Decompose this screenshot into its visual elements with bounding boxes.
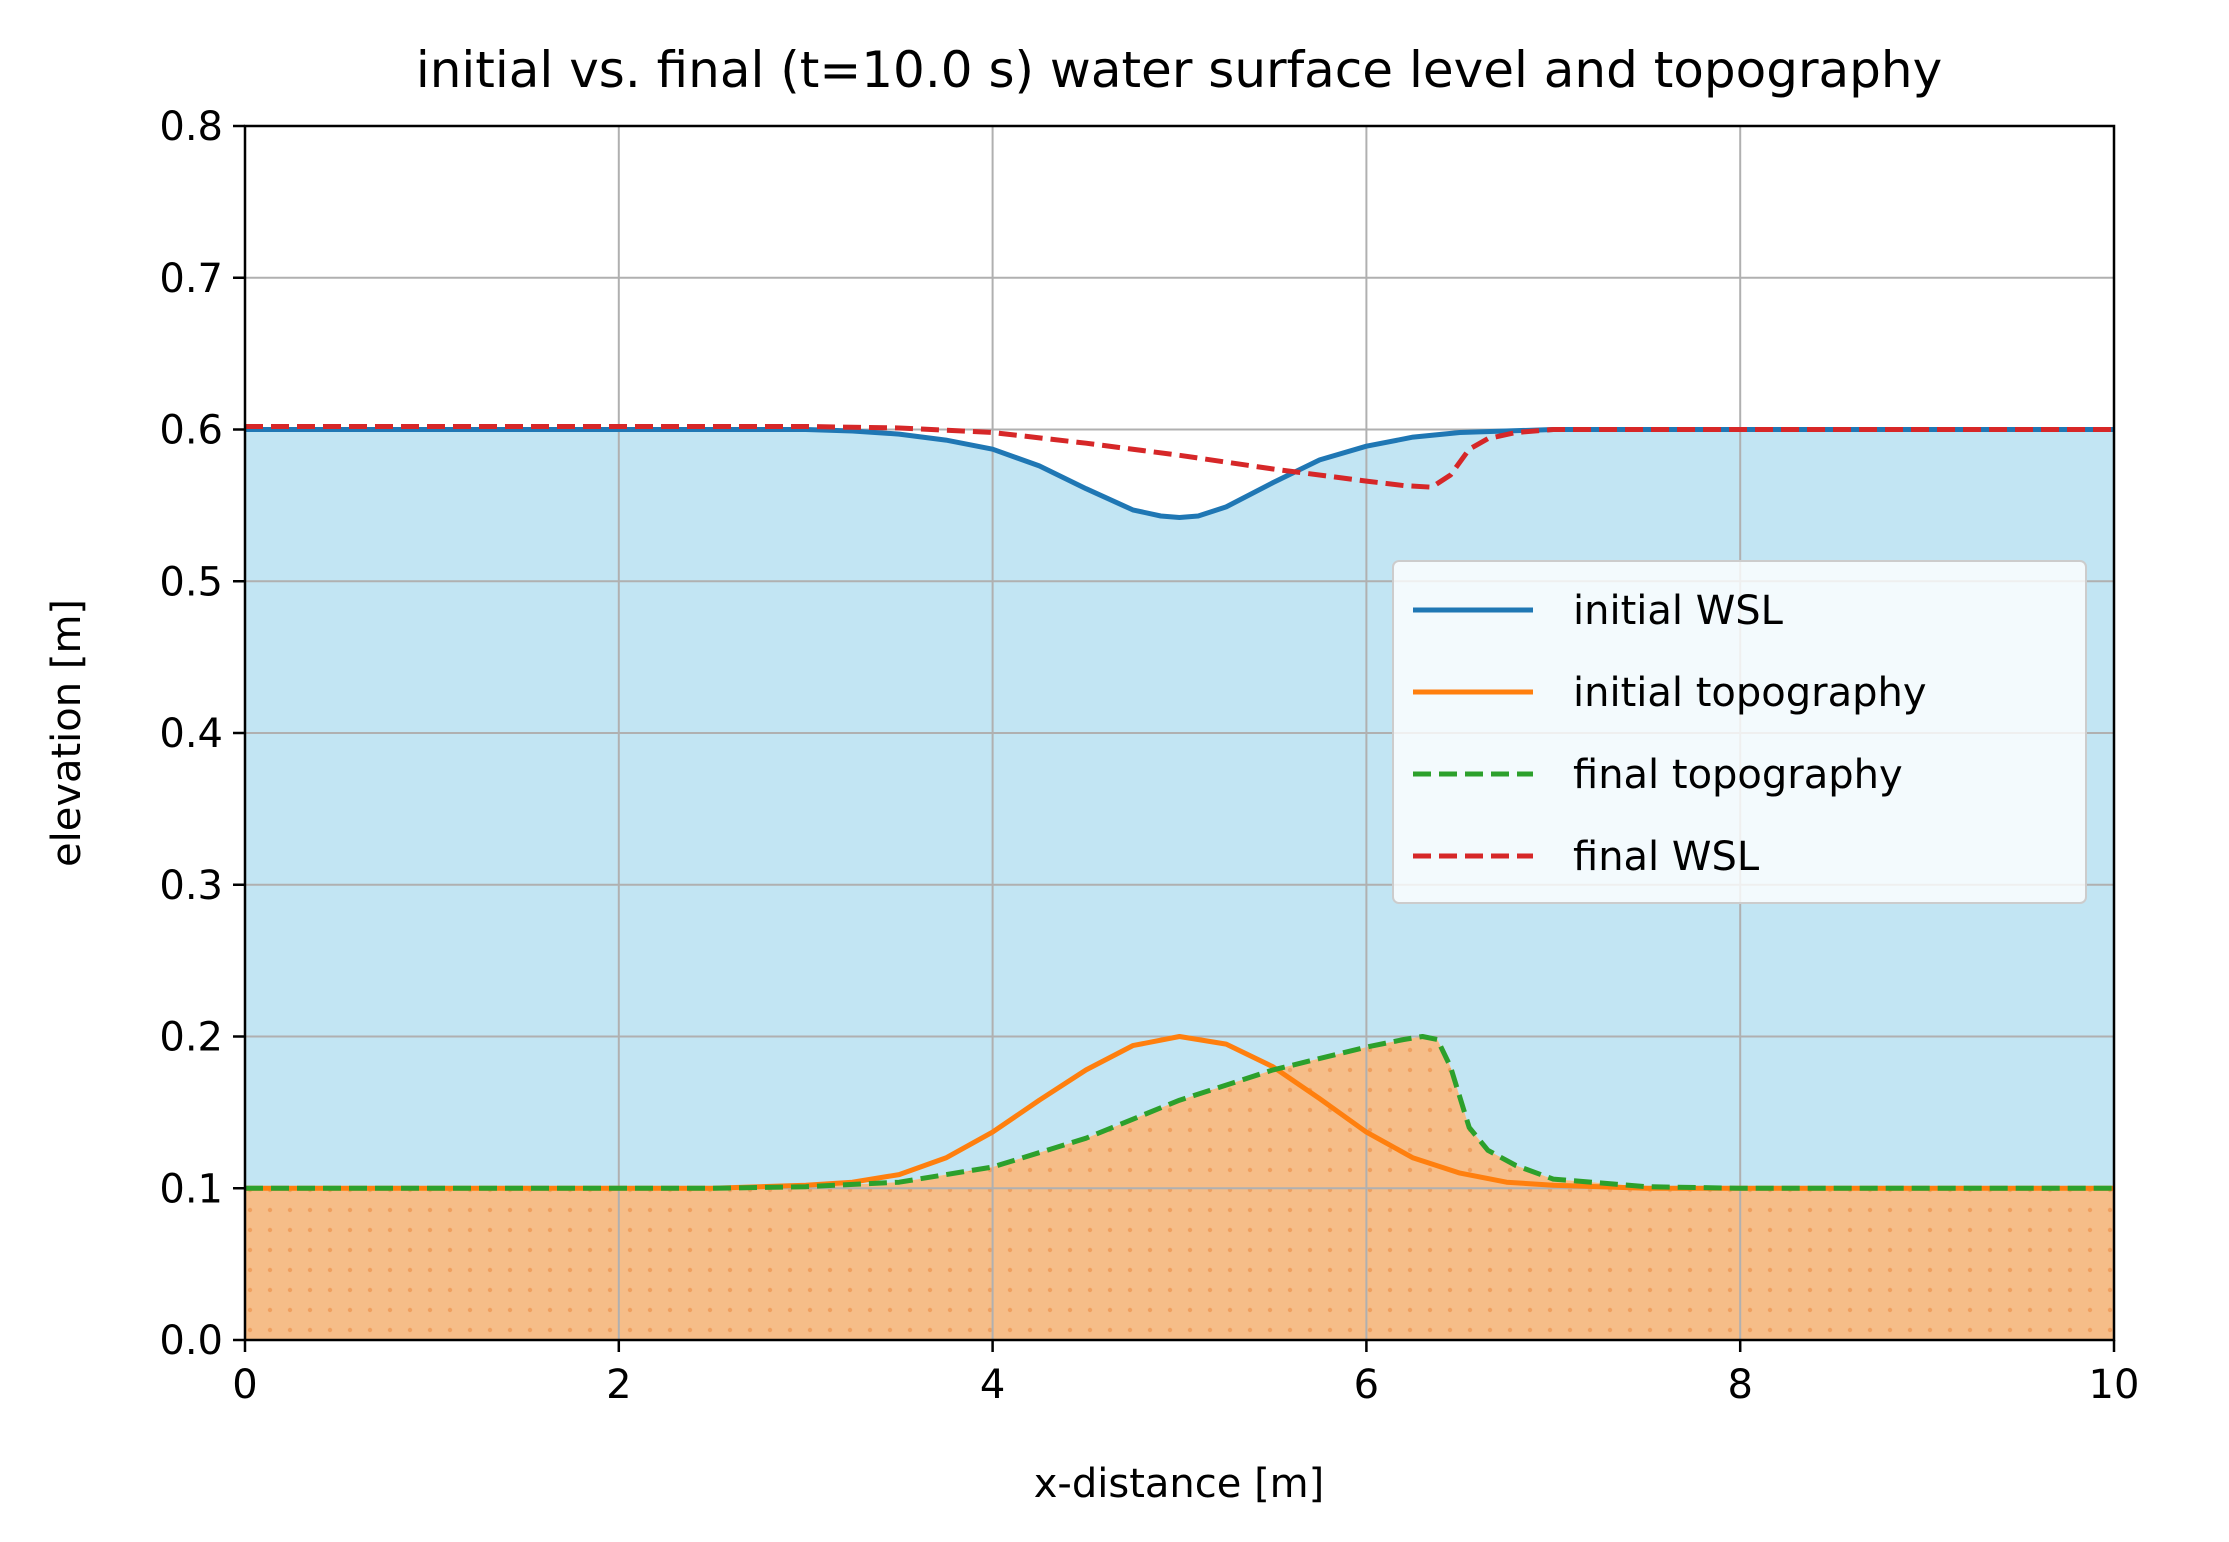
- chart-title: initial vs. final (t=10.0 s) water surfa…: [416, 41, 1942, 99]
- y-tick-label: 0.0: [159, 1318, 223, 1364]
- series-line-initial-wsl: [245, 427, 2114, 520]
- legend: initial WSL initial topography final topog…: [1392, 560, 2087, 904]
- y-tick-label: 0.3: [159, 863, 223, 909]
- series-line-final-topography: [245, 1034, 2114, 1191]
- y-tick-label: 0.7: [159, 256, 223, 302]
- x-tick-label: 2: [606, 1362, 631, 1408]
- x-tick-label: 4: [980, 1362, 1005, 1408]
- series-lines: [245, 424, 2114, 1191]
- y-tick-label: 0.4: [159, 711, 223, 757]
- y-tick-label: 0.6: [159, 408, 223, 454]
- legend-label-initial-wsl: initial WSL: [1573, 588, 1784, 634]
- legend-label-final-topography: final topography: [1573, 752, 1903, 798]
- legend-box: [1392, 560, 2087, 904]
- x-axis-label: x-distance [m]: [1034, 1461, 1325, 1507]
- y-axis-label: elevation [m]: [44, 599, 90, 867]
- x-tick-label: 10: [2089, 1362, 2140, 1408]
- legend-label-initial-topography: initial topography: [1573, 670, 1927, 716]
- x-tick-label: 0: [232, 1362, 257, 1408]
- x-tick-label: 8: [1727, 1362, 1752, 1408]
- series-line-final-wsl: [245, 424, 2114, 490]
- y-tick-label: 0.5: [159, 559, 223, 605]
- axis-ticks: 0 2 4 6 8 10 0.0 0.1 0.2 0.3 0.4 0.5 0.6 0.7 0.8: [159, 104, 2139, 1408]
- y-tick-label: 0.2: [159, 1015, 223, 1061]
- y-tick-label: 0.1: [159, 1166, 223, 1212]
- y-tick-label: 0.8: [159, 104, 223, 150]
- x-tick-label: 6: [1354, 1362, 1379, 1408]
- legend-label-final-wsl: final WSL: [1573, 834, 1760, 880]
